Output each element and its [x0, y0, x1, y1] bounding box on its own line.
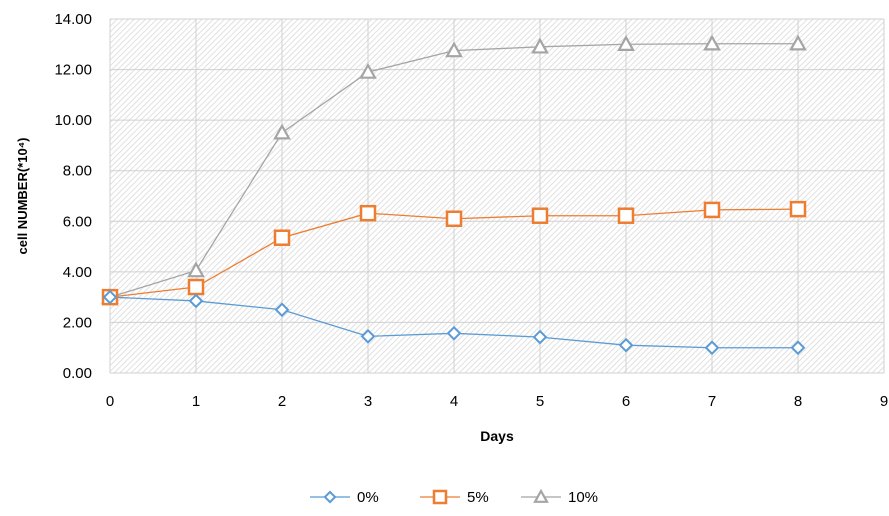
data-point-0pct [446, 325, 462, 341]
legend-marker [533, 488, 549, 503]
data-point-0pct [704, 340, 720, 356]
x-tick-label: 0 [106, 393, 114, 410]
data-point-5pct [187, 278, 205, 296]
plot-area-background [110, 19, 884, 373]
data-point-5pct [531, 207, 549, 224]
x-tick-label: 5 [536, 393, 544, 410]
y-tick-label: 6.00 [63, 213, 92, 230]
data-point-0pct [790, 340, 806, 356]
legend: 0% 5% 10% [310, 488, 598, 506]
y-tick-label: 10.00 [54, 112, 92, 129]
x-tick-label: 1 [192, 393, 200, 410]
data-point-5pct [789, 200, 807, 218]
legend-label: 10% [568, 489, 598, 506]
y-tick-label: 12.00 [54, 62, 92, 79]
y-tick-label: 0.00 [63, 365, 92, 382]
data-point-5pct [273, 229, 291, 246]
data-point-10pct [445, 41, 463, 58]
y-tick-label: 8.00 [63, 163, 92, 180]
legend-marker [323, 490, 337, 504]
data-point-5pct [359, 204, 377, 222]
data-point-10pct [617, 35, 635, 51]
data-point-10pct [703, 34, 721, 51]
data-point-0pct [618, 337, 634, 353]
legend-label: 5% [467, 489, 489, 506]
data-point-0pct [274, 302, 290, 318]
data-point-10pct [789, 34, 807, 51]
data-point-5pct [703, 201, 721, 219]
x-tick-label: 9 [880, 393, 888, 410]
data-point-0pct [360, 328, 376, 344]
x-tick-label: 3 [364, 393, 372, 410]
y-tick-label: 2.00 [63, 314, 92, 331]
legend-marker [432, 489, 448, 505]
x-tick-label: 8 [794, 393, 802, 410]
data-point-10pct [359, 62, 377, 79]
x-tick-label: 6 [622, 393, 630, 410]
data-point-10pct [187, 261, 205, 278]
data-point-0pct [188, 293, 204, 309]
x-tick-label: 2 [278, 393, 286, 410]
data-point-0pct [102, 289, 118, 305]
data-point-10pct [273, 123, 291, 140]
data-point-5pct [445, 210, 463, 228]
y-tick-label: 4.00 [63, 264, 92, 281]
data-point-5pct [617, 207, 635, 224]
x-tick-label: 7 [708, 393, 716, 410]
y-tick-label: 14.00 [54, 11, 92, 28]
legend-label: 0% [357, 489, 379, 506]
y-axis-label: cell NUMBER(*10⁴) [15, 138, 30, 255]
x-axis-label: Days [480, 428, 514, 444]
x-tick-label: 4 [450, 393, 458, 410]
data-point-0pct [532, 329, 548, 345]
data-point-10pct [531, 37, 549, 54]
